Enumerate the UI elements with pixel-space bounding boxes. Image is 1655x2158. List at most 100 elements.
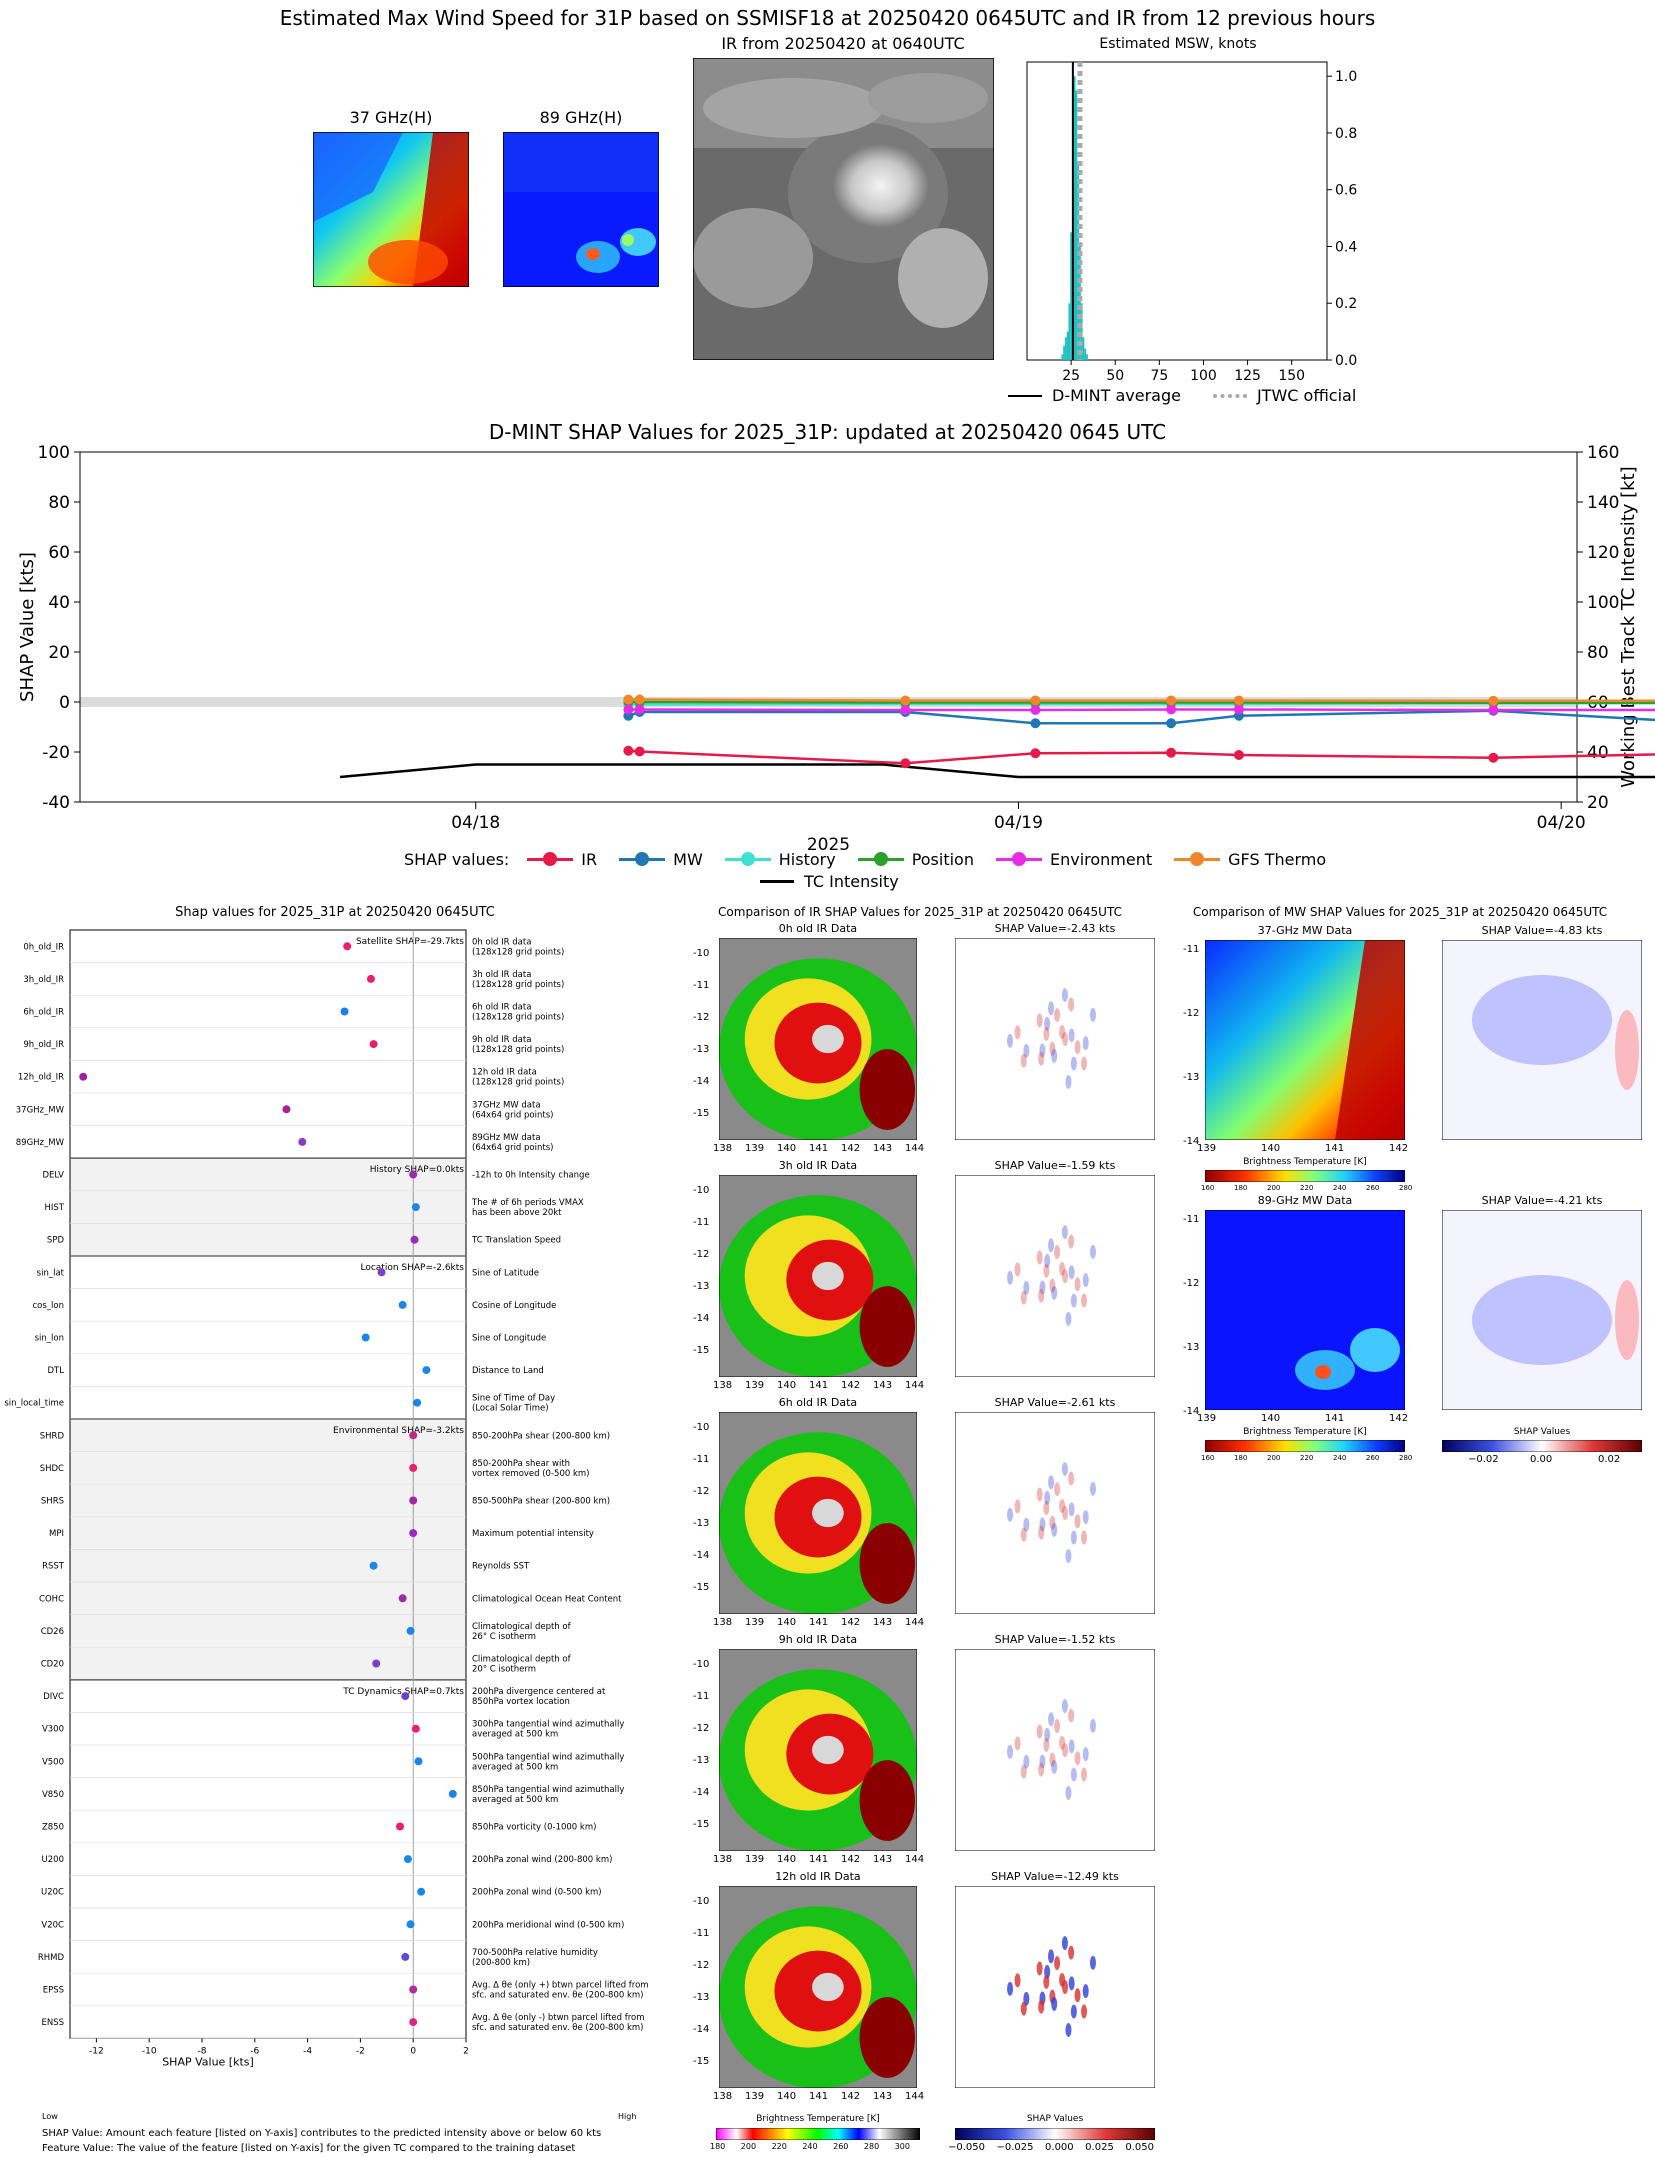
feature-shap-point <box>298 1137 307 1146</box>
feature-description: has been above 20kt <box>472 1208 562 1218</box>
ir-y-tick-label: -10 <box>693 1422 710 1433</box>
shap-legend-prefix: SHAP values: <box>404 850 510 869</box>
feature-name-label: 89GHz_MW <box>16 1138 65 1148</box>
ir-shap-blob <box>1020 1764 1027 1779</box>
hist-bar <box>1073 76 1076 360</box>
feature-x-tick-label: -2 <box>356 2046 365 2056</box>
dmint-legend-label: D-MINT average <box>1052 386 1181 405</box>
ir-y-tick-label: -13 <box>693 1044 710 1055</box>
feature-x-axis-label: SHAP Value [kts] <box>162 2055 254 2068</box>
ir-shap-blob <box>1074 1040 1081 1055</box>
mw89-cloud <box>1350 1328 1400 1372</box>
ir-shap-blob <box>1068 997 1075 1012</box>
feature-shap-point <box>343 942 352 951</box>
mw-y-tick-label: -11 <box>1183 1214 1200 1225</box>
feature-name-label: Z850 <box>42 1823 64 1833</box>
mw-y-tick-label: -11 <box>1183 944 1200 955</box>
hist-y-tick-label: 0.6 <box>1335 183 1357 199</box>
ir-shap-blob <box>1049 1752 1056 1767</box>
hist-x-tick-label: 100 <box>1190 368 1217 380</box>
ir-shap-blob <box>1020 1053 1027 1068</box>
ir-shap-colorbar <box>955 2128 1155 2140</box>
feature-name-label: MPI <box>49 1529 64 1539</box>
ir-x-tick-label: 143 <box>873 1617 893 1628</box>
ir-shap-image <box>955 1175 1155 1377</box>
ir-shap-blob <box>1068 1265 1075 1280</box>
ir-shap-value-label: SHAP Value=-1.59 kts <box>994 1159 1116 1172</box>
feature-name-label: U20C <box>41 1888 64 1898</box>
ir-shap-blob <box>1014 1262 1021 1277</box>
series-point-environment <box>634 704 645 715</box>
ir-x-tick-label: 139 <box>745 1380 765 1391</box>
feature-x-tick-label: -10 <box>142 2046 157 2056</box>
tc-intensity-swatch <box>760 880 794 883</box>
feature-x-tick-label: -4 <box>303 2046 312 2056</box>
feature-group-label: Location SHAP=-2.6kts <box>360 1263 464 1273</box>
feature-description: 37GHz MW data <box>472 1100 541 1110</box>
feature-group-band <box>70 1158 466 1256</box>
mw-shap-cbar-tick: 0.00 <box>1530 1454 1553 1465</box>
feature-description: 850hPa tangential wind azimuthally <box>472 1785 624 1795</box>
jtwc-legend-swatch <box>1212 393 1247 398</box>
mw-x-tick-label: 141 <box>1325 1413 1345 1424</box>
ir-shap-value-label: SHAP Value=-2.43 kts <box>994 922 1116 935</box>
mw-panel-label: 89-GHz MW Data <box>1257 1194 1353 1207</box>
mw-y-tick-label: -12 <box>1183 1008 1200 1019</box>
feature-name-label: DELV <box>42 1171 64 1181</box>
ir-cloud-dark-red <box>859 1049 916 1130</box>
ir-cbar-tick: 300 <box>894 2142 910 2151</box>
ir-shap-blob <box>1062 1269 1068 1283</box>
hist-bar <box>1079 246 1081 360</box>
ir-panel-label: 12h old IR Data <box>775 1870 861 1883</box>
ir-shap-blob <box>1044 1016 1051 1031</box>
ir-y-tick-label: -13 <box>693 1992 710 2003</box>
series-point-gfs-thermo <box>900 695 911 706</box>
ir-shap-blob <box>1048 1475 1055 1490</box>
ir-x-tick-label: 143 <box>873 1143 893 1154</box>
ir-shap-blob <box>1044 1253 1051 1268</box>
hist-bar <box>1061 354 1064 360</box>
mw-cbar-tick: 240 <box>1333 1454 1347 1462</box>
legend-swatch <box>527 852 574 866</box>
ir-x-tick-label: 138 <box>713 2091 733 2102</box>
ir-shap-value-label: SHAP Value=-1.52 kts <box>994 1633 1116 1646</box>
ir-shap-blob <box>1020 1290 1027 1305</box>
feature-name-label: DTL <box>48 1366 65 1376</box>
legend-marker <box>740 852 755 866</box>
ir-x-tick-label: 142 <box>841 2091 861 2102</box>
feature-name-label: SPD <box>47 1236 65 1246</box>
ir-shap-blob <box>1020 2001 1027 2016</box>
series-point-ir <box>1030 748 1041 759</box>
mw-shap-value-label: SHAP Value=-4.83 kts <box>1481 924 1603 937</box>
ir-x-tick-label: 144 <box>905 2091 925 2102</box>
ir-x-tick-label: 141 <box>809 1617 829 1628</box>
series-line-ir <box>628 749 1655 765</box>
ir-y-tick-label: -11 <box>693 1691 710 1702</box>
feature-description: averaged at 500 km <box>472 1762 558 1772</box>
mw-cbar-tick: 160 <box>1201 1184 1215 1192</box>
ir-shap-blob <box>1070 1767 1077 1782</box>
ir-shap-cbar-tick: 0.050 <box>1125 2142 1154 2153</box>
ir-y-tick-label: -12 <box>693 1960 710 1971</box>
hist-bar <box>1063 345 1065 360</box>
ir-shap-blob <box>1074 1988 1081 2003</box>
ir-shap-blob <box>1054 1008 1061 1023</box>
ir-shap-blob <box>1049 1515 1056 1530</box>
ir-shap-blob <box>1059 1735 1066 1750</box>
ir-shap-blob <box>1039 1754 1046 1769</box>
ir-shap-blob <box>1049 1041 1056 1056</box>
ir-shap-blob <box>1070 2004 1077 2019</box>
feature-description: 850-500hPa shear (200-800 km) <box>472 1497 610 1507</box>
legend-label: Position <box>911 850 974 869</box>
feature-name-label: V850 <box>42 1790 64 1800</box>
feature-description: 89GHz MW data <box>472 1133 541 1143</box>
legend-item-environment: Environment <box>995 850 1152 869</box>
ir-shap-blob <box>1061 1699 1068 1714</box>
note-feature-value: Feature Value: The value of the feature … <box>42 2143 576 2154</box>
ghz37-title: 37 GHz(H) <box>349 108 433 127</box>
mw-cbar-tick: 220 <box>1300 1454 1314 1462</box>
feature-description: (64x64 grid points) <box>472 1143 553 1153</box>
ir-shap-blob <box>1007 1744 1014 1759</box>
cbar-low-label: Low <box>42 2112 58 2121</box>
feature-description: (64x64 grid points) <box>472 1110 553 1120</box>
